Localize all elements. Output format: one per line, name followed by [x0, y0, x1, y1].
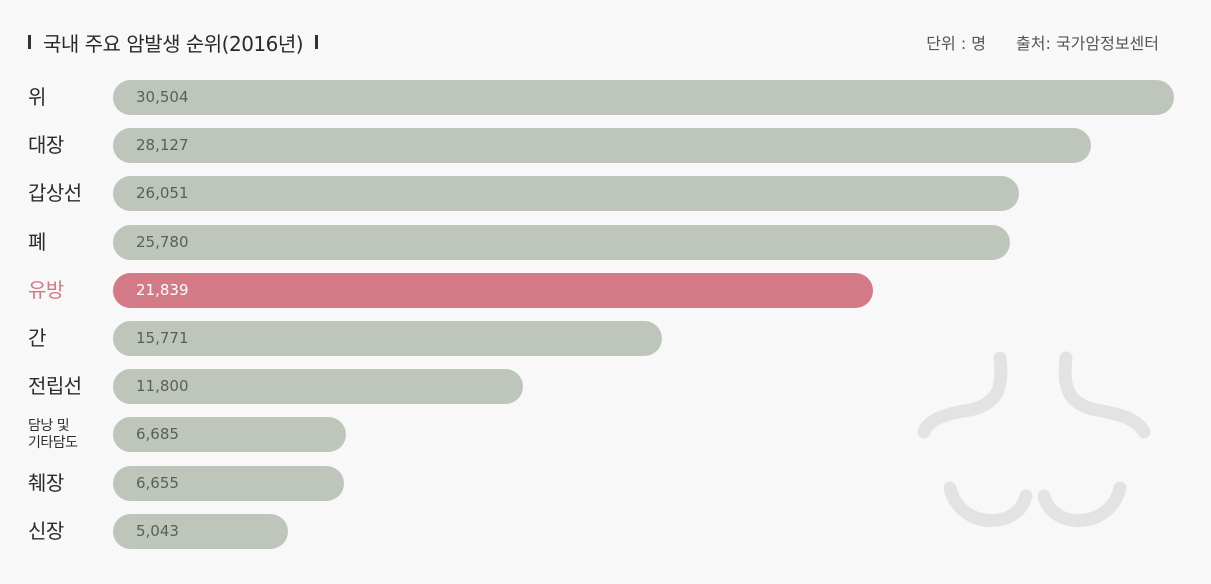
data-label: 6,655 — [136, 473, 179, 492]
category-label: 간 — [28, 326, 46, 350]
bar — [113, 369, 524, 405]
data-label: 25,780 — [136, 232, 189, 251]
bar — [113, 128, 1092, 164]
data-label: 21,839 — [136, 280, 189, 299]
bar — [113, 224, 1010, 260]
data-label: 11,800 — [136, 377, 189, 396]
data-label: 6,685 — [136, 425, 179, 444]
unit-label: 단위 : 명 — [926, 34, 987, 53]
data-label: 30,504 — [136, 88, 189, 106]
category-label: 신장 — [28, 518, 64, 543]
bar — [113, 513, 289, 549]
title-right-marker — [315, 35, 319, 49]
bar — [113, 465, 345, 501]
data-label: 26,051 — [136, 184, 189, 203]
data-label: 28,127 — [136, 136, 189, 155]
bar — [113, 272, 873, 308]
category-label: 전립선 — [28, 374, 82, 399]
data-label: 15,771 — [136, 329, 189, 347]
category-label: 담낭 및 기타담도 — [28, 418, 78, 452]
data-label: 5,043 — [136, 521, 179, 540]
category-label: 유방 — [28, 277, 64, 302]
category-label: 위 — [28, 85, 46, 109]
chart-header: 국내 주요 암발생 순위(2016년) 단위 : 명 출처: 국가암정보센터 — [28, 24, 1171, 60]
bar — [113, 80, 1174, 115]
title-left-marker — [28, 35, 31, 49]
category-label: 폐 — [28, 229, 46, 254]
lungs-outline-icon — [917, 351, 1151, 527]
bar — [113, 417, 346, 453]
category-label: 갑상선 — [28, 181, 82, 206]
source-label: 출처: 국가암정보센터 — [1016, 34, 1159, 53]
bar — [113, 321, 662, 356]
chart-title: 국내 주요 암발생 순위(2016년) — [43, 31, 304, 56]
title-group: 국내 주요 암발생 순위(2016년) — [28, 24, 319, 60]
category-label: 췌장 — [28, 470, 64, 495]
bar — [113, 176, 1020, 212]
chart-meta: 단위 : 명 출처: 국가암정보센터 — [926, 24, 1159, 60]
category-label: 대장 — [28, 133, 64, 158]
